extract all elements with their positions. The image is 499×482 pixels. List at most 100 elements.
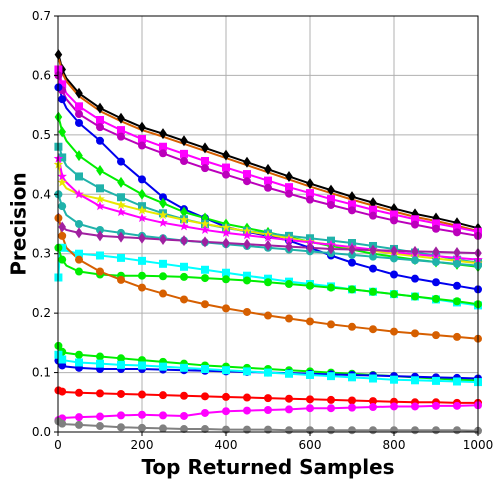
data-point [57, 171, 67, 181]
data-point [306, 242, 314, 254]
data-point [117, 132, 125, 141]
data-point [306, 195, 314, 204]
data-point [348, 396, 356, 405]
data-point [117, 253, 125, 262]
data-point [180, 235, 188, 247]
data-point [285, 241, 293, 253]
data-point [221, 222, 231, 232]
data-point [201, 142, 209, 154]
data-point [243, 170, 251, 179]
data-point [432, 258, 440, 267]
data-point [222, 392, 230, 401]
y-tick-label: 0.2 [32, 306, 51, 320]
data-point [306, 370, 314, 379]
data-point [96, 352, 104, 361]
data-point [96, 225, 104, 234]
data-point [75, 255, 83, 264]
data-point [222, 366, 230, 375]
data-point [411, 376, 419, 385]
series-markers-group [53, 49, 483, 435]
data-point [117, 157, 125, 166]
data-point [201, 425, 209, 434]
data-point [432, 219, 440, 228]
data-point [390, 290, 398, 299]
data-point [369, 244, 377, 256]
data-point [411, 274, 419, 283]
data-point [75, 267, 83, 276]
data-point [222, 275, 230, 284]
data-point [327, 184, 335, 196]
data-point [432, 278, 440, 287]
data-point [75, 358, 83, 367]
data-point [327, 243, 335, 255]
data-point [306, 189, 314, 198]
data-point [117, 112, 125, 124]
data-point [284, 235, 294, 245]
data-point [138, 121, 146, 133]
data-point [264, 394, 272, 403]
data-point [285, 426, 293, 435]
data-point [222, 163, 230, 172]
data-point [306, 395, 314, 404]
data-point [75, 110, 83, 119]
data-point [369, 211, 377, 220]
data-point [221, 227, 231, 237]
data-point [264, 406, 272, 415]
data-point [201, 274, 209, 283]
data-point [116, 199, 126, 210]
data-point [159, 259, 167, 268]
data-point [58, 202, 67, 211]
data-point [432, 294, 440, 303]
data-point [411, 256, 419, 265]
data-point [327, 372, 335, 381]
data-point [159, 391, 167, 400]
data-point [96, 230, 104, 242]
data-point [117, 389, 125, 398]
data-point [159, 411, 167, 420]
data-point [96, 412, 104, 421]
data-point [117, 423, 125, 432]
data-point [58, 387, 67, 396]
data-point [243, 307, 251, 316]
data-point [96, 422, 104, 431]
data-point [159, 272, 167, 281]
axis-ticks: 0 200 400 600 800 1000 0.0 0.1 0.2 0.3 0.4 0.5 0.6 0.… [32, 9, 493, 452]
data-point [117, 231, 125, 243]
data-point [264, 311, 272, 320]
data-point [369, 325, 377, 334]
data-point [453, 297, 461, 306]
data-point [138, 361, 146, 370]
data-point [117, 275, 125, 284]
data-point [75, 172, 83, 181]
data-point [138, 175, 146, 184]
y-tick-label: 0.6 [32, 68, 51, 82]
data-point [264, 163, 272, 175]
data-point [369, 426, 377, 435]
data-point [58, 80, 67, 89]
data-point [285, 405, 293, 414]
data-point [180, 363, 188, 372]
data-point [306, 317, 314, 326]
data-point [453, 377, 461, 386]
data-point [159, 197, 167, 209]
data-point [201, 365, 209, 374]
data-point [348, 191, 356, 203]
data-point [75, 388, 83, 397]
data-point [222, 407, 230, 416]
data-point [369, 287, 377, 296]
data-point [96, 165, 104, 177]
data-point [75, 420, 83, 429]
data-point [369, 252, 377, 261]
data-point [453, 259, 461, 268]
data-point [369, 403, 377, 412]
data-point [432, 331, 440, 340]
data-point [75, 227, 83, 239]
data-point [180, 262, 188, 271]
data-point [138, 271, 146, 280]
x-tick-label: 800 [383, 438, 406, 452]
data-point [453, 332, 461, 341]
data-point [116, 207, 126, 217]
data-point [180, 149, 188, 158]
data-point [411, 329, 419, 338]
data-point [348, 206, 356, 215]
